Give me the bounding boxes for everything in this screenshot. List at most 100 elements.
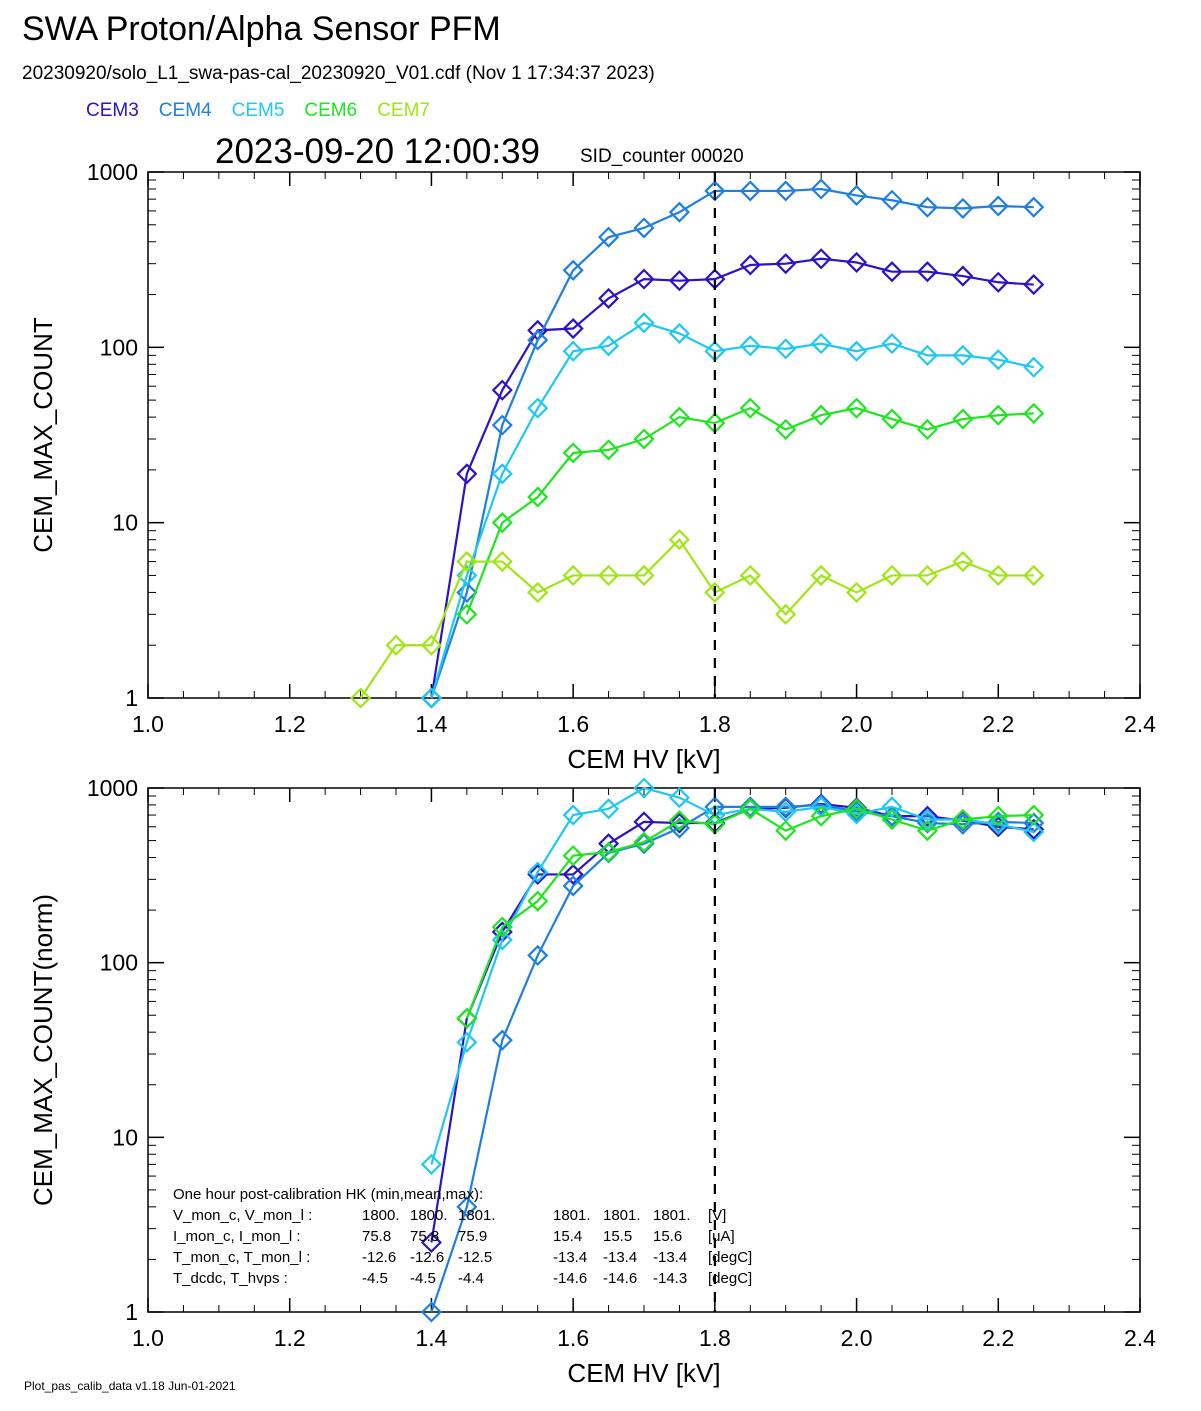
x-tick-label: 1.0 — [132, 1325, 164, 1351]
data-point-cem5 — [598, 798, 620, 820]
hk-value: -4.5 — [362, 1270, 388, 1287]
data-point-cem6 — [775, 820, 797, 842]
data-point-cem4 — [952, 197, 974, 219]
data-point-cem3 — [739, 254, 761, 276]
y-tick-label: 10 — [112, 1124, 138, 1150]
series-line-cem6 — [465, 406, 1034, 615]
data-point-cem3 — [1023, 274, 1045, 296]
data-point-cem6 — [987, 404, 1009, 426]
data-point-cem7 — [668, 529, 690, 551]
legend-item-cem5: CEM5 — [231, 100, 285, 121]
data-point-cem3 — [633, 268, 655, 290]
data-point-cem6 — [916, 820, 938, 842]
x-tick-label: 1.0 — [132, 711, 164, 737]
hk-value: -14.3 — [653, 1270, 687, 1287]
data-point-cem4 — [527, 944, 549, 966]
data-point-cem6 — [668, 406, 690, 428]
data-point-cem3 — [491, 379, 513, 401]
data-point-cem6 — [456, 603, 478, 625]
data-point-cem7 — [1023, 564, 1045, 587]
data-point-cem6 — [668, 810, 690, 832]
y-tick-label: 1 — [125, 685, 138, 711]
hk-value: -4.4 — [458, 1270, 484, 1287]
data-point-cem4 — [987, 195, 1009, 217]
x-tick-label: 1.2 — [274, 711, 306, 737]
data-point-cem5 — [846, 340, 868, 362]
data-point-cem4 — [1023, 812, 1045, 834]
series-line-cem6 — [465, 807, 1034, 1019]
data-point-cem6 — [633, 428, 655, 450]
x-tick-label: 2.4 — [1124, 711, 1156, 737]
legend-item-cem6: CEM6 — [304, 100, 358, 121]
data-point-cem7 — [598, 564, 620, 587]
hk-value: [degC] — [708, 1249, 752, 1266]
data-point-cem6 — [846, 397, 868, 419]
hk-row-label: T_dcdc, T_hvps : — [173, 1270, 288, 1287]
data-point-cem4 — [810, 178, 832, 200]
data-point-cem5 — [491, 929, 513, 951]
data-point-cem4 — [598, 226, 620, 248]
data-point-cem5 — [633, 312, 655, 334]
series-cem5 — [420, 777, 1045, 1175]
hk-value: -12.6 — [410, 1249, 444, 1266]
data-point-cem5 — [420, 687, 442, 709]
y-tick-label: 1 — [125, 1299, 138, 1325]
data-point-cem7 — [527, 581, 549, 603]
data-point-cem5 — [952, 344, 974, 366]
data-point-cem6 — [739, 397, 761, 419]
data-point-cem6 — [527, 486, 549, 508]
data-point-cem7 — [456, 551, 478, 573]
data-point-cem3 — [881, 261, 903, 283]
legend-item-cem7: CEM7 — [377, 100, 430, 121]
x-tick-label: 1.8 — [699, 711, 731, 737]
data-point-cem4 — [846, 184, 868, 206]
data-point-cem3 — [916, 261, 938, 283]
data-point-cem7 — [633, 564, 655, 587]
data-point-cem7 — [704, 581, 726, 603]
data-point-cem5 — [456, 1031, 478, 1053]
x-tick-label: 2.2 — [982, 1325, 1014, 1351]
data-point-cem5 — [739, 335, 761, 357]
data-point-cem6 — [952, 808, 974, 831]
hk-row-label: I_mon_c, I_mon_l : — [173, 1228, 301, 1245]
data-point-cem5 — [881, 333, 903, 355]
hk-value: 75.8 — [410, 1228, 439, 1245]
data-point-cem4 — [491, 1029, 513, 1051]
data-point-cem4 — [881, 189, 903, 211]
data-point-cem3 — [810, 248, 832, 270]
x-axis-title: CEM HV [kV] — [567, 744, 720, 774]
x-tick-label: 2.2 — [982, 711, 1014, 737]
series-line-cem7 — [359, 537, 1034, 699]
data-point-cem6 — [562, 442, 584, 464]
data-point-cem6 — [1023, 402, 1045, 424]
chart-panel-1: 1.0 1.2 1.4 1.6 1.8 2.0 2.2 2.4 1 10 100 1000 CEM HV… — [28, 159, 1156, 774]
data-point-cem5 — [598, 335, 620, 357]
data-point-cem5 — [420, 1153, 442, 1175]
hk-value: 75.8 — [362, 1228, 391, 1245]
data-point-cem4 — [881, 805, 903, 827]
hk-value: 1801. — [653, 1207, 691, 1224]
data-point-cem4 — [810, 794, 832, 816]
plot-area — [420, 777, 1045, 1323]
data-point-cem6 — [952, 408, 974, 430]
data-point-cem6 — [491, 916, 513, 938]
data-point-cem7 — [420, 634, 442, 656]
data-point-cem4 — [633, 217, 655, 239]
series-line-cem4 — [430, 187, 1034, 699]
x-tick-label: 2.4 — [1124, 1325, 1156, 1351]
data-point-cem6 — [987, 805, 1009, 827]
data-point-cem6 — [916, 418, 938, 441]
data-point-cem4 — [846, 800, 868, 822]
series-cem4 — [420, 178, 1045, 709]
data-point-cem6 — [881, 408, 903, 430]
plot-frame — [147, 171, 1141, 699]
hk-value: 15.6 — [653, 1228, 682, 1245]
data-point-cem4 — [739, 180, 761, 202]
data-point-cem4 — [562, 875, 584, 897]
data-point-cem3 — [633, 811, 655, 833]
data-point-cem4 — [775, 180, 797, 202]
hk-value: 1800. — [362, 1207, 400, 1224]
data-point-cem4 — [491, 414, 513, 436]
data-point-cem4 — [527, 329, 549, 351]
data-point-cem7 — [350, 687, 372, 709]
